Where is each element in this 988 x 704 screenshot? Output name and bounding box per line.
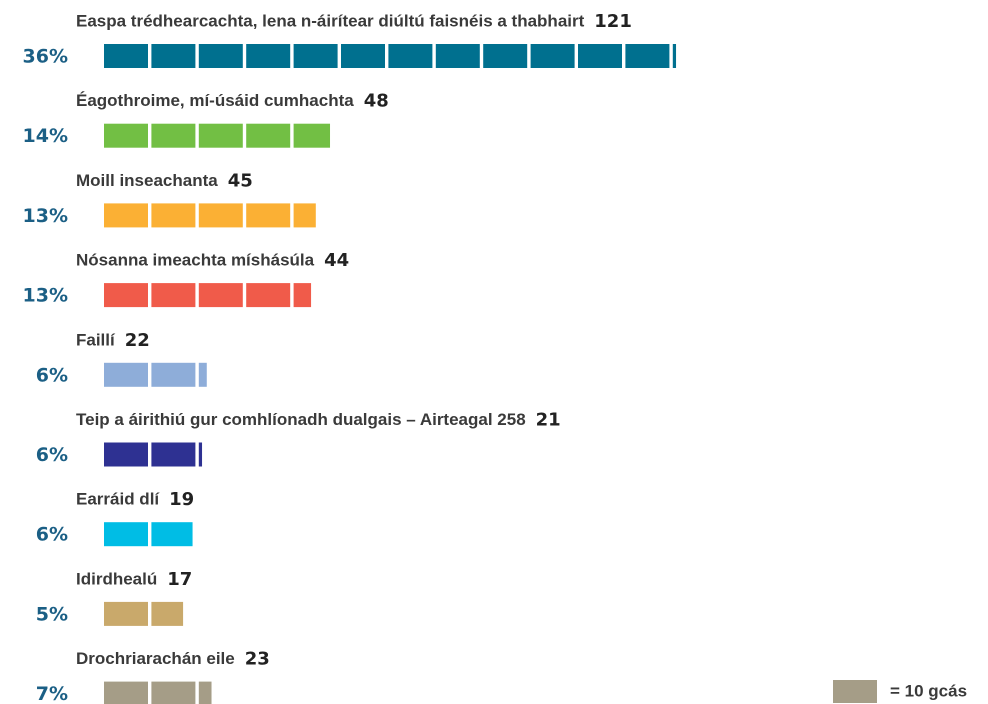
bar-block: [246, 123, 291, 148]
bar: [104, 203, 316, 228]
bar: [104, 123, 331, 148]
bar-block: [198, 203, 243, 228]
bar-block: [246, 283, 291, 308]
bar-block: [104, 44, 148, 68]
bar-block: [293, 123, 331, 148]
value-label: 19: [169, 489, 194, 510]
share-label: 6%: [36, 444, 68, 466]
value-label: 17: [167, 569, 192, 590]
bar-block: [104, 123, 148, 148]
category-label: Idirdhealú: [76, 569, 157, 588]
category-label: Teip a áirithiú gur comhlíonadh dualgais…: [76, 410, 526, 429]
category-label: Éagothroime, mí-úsáid cumhachta: [76, 91, 354, 110]
bar-block: [151, 601, 184, 626]
bar-block: [388, 44, 433, 68]
bar: [104, 442, 203, 467]
bar-block: [578, 44, 622, 68]
bar-block: [151, 203, 196, 228]
bar-block: [198, 123, 243, 148]
unit-swatch: [833, 680, 877, 703]
bar-block: [151, 44, 196, 68]
bar-block: [151, 681, 196, 704]
unit-label: = 10 gcás: [890, 681, 967, 700]
bar: [104, 283, 312, 308]
bar-block: [483, 44, 528, 68]
bar-block: [293, 44, 338, 68]
bar: [104, 44, 677, 68]
share-label: 13%: [23, 285, 68, 307]
value-label: 22: [125, 330, 150, 351]
value-label: 45: [228, 170, 253, 191]
bar-block: [672, 44, 677, 68]
bar: [104, 362, 207, 387]
bar-block: [104, 203, 148, 228]
bar-block: [151, 283, 196, 308]
bar-block: [246, 44, 291, 68]
category-label: Moill inseachanta: [76, 171, 218, 190]
bar-block: [625, 44, 670, 68]
bar-block: [530, 44, 575, 68]
share-label: 36%: [23, 46, 68, 68]
bar-block: [104, 283, 148, 308]
share-label: 6%: [36, 524, 68, 546]
share-label: 5%: [36, 603, 68, 625]
bar-block: [293, 283, 312, 308]
bar-block: [151, 442, 196, 467]
bar-block: [104, 522, 148, 547]
bar-block: [151, 522, 193, 547]
bar-block: [198, 44, 243, 68]
bar-block: [293, 203, 316, 228]
category-label: Nósanna imeachta míshásúla: [76, 251, 315, 270]
bar-block: [435, 44, 480, 68]
bar-block: [246, 203, 291, 228]
bar-block: [198, 362, 207, 387]
bar-block: [104, 442, 148, 467]
bar-block: [104, 681, 148, 704]
share-label: 6%: [36, 364, 68, 386]
value-label: 44: [324, 250, 349, 271]
value-label: 21: [536, 410, 561, 431]
value-label: 48: [364, 91, 389, 112]
bar-block: [151, 123, 196, 148]
category-label: Earráid dlí: [76, 490, 160, 509]
bar-block: [151, 362, 196, 387]
category-label: Easpa trédhearcachta, lena n-áirítear di…: [76, 11, 585, 30]
bar: [104, 522, 193, 547]
category-label: Drochriarachán eile: [76, 649, 235, 668]
bar: [104, 601, 184, 626]
bar: [104, 681, 212, 704]
share-label: 7%: [36, 683, 68, 704]
bar-block: [198, 681, 212, 704]
bar-block: [341, 44, 385, 68]
bar-block: [104, 601, 148, 626]
value-label: 121: [594, 11, 632, 32]
value-label: 23: [245, 649, 270, 670]
share-label: 14%: [23, 125, 68, 147]
share-label: 13%: [23, 205, 68, 227]
bar-block: [104, 362, 148, 387]
category-label: Faillí: [76, 330, 116, 349]
bar-block: [198, 283, 243, 308]
bar-block: [198, 442, 203, 467]
